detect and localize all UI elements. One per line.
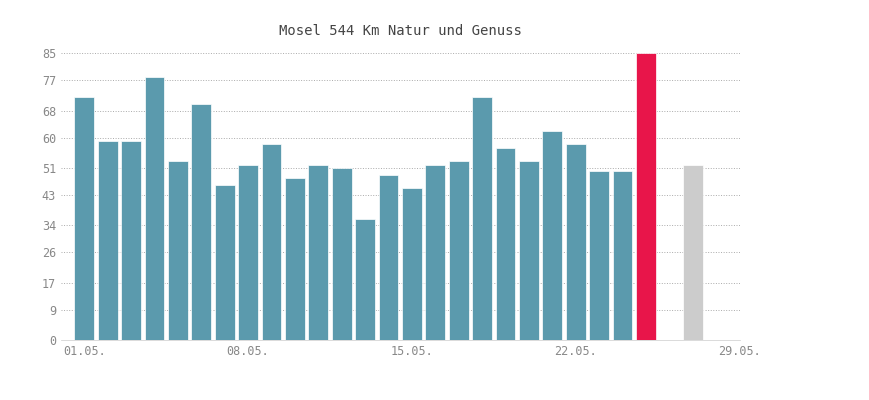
Bar (612, 172, 632, 340)
Bar (168, 161, 188, 340)
Bar (635, 161, 655, 340)
Bar (472, 97, 492, 340)
Text: Mosel 544 Km Natur und Genuss: Mosel 544 Km Natur und Genuss (278, 24, 521, 38)
Bar (425, 165, 445, 340)
Bar (682, 165, 702, 340)
Bar (144, 77, 164, 340)
Bar (519, 161, 538, 340)
Bar (97, 141, 117, 340)
Bar (448, 161, 468, 340)
Bar (355, 219, 375, 340)
Bar (401, 188, 421, 340)
Bar (74, 97, 94, 340)
Bar (121, 141, 141, 340)
Bar (285, 178, 304, 340)
Bar (378, 175, 398, 340)
Bar (215, 185, 235, 340)
Bar (635, 54, 655, 340)
Bar (495, 148, 514, 340)
Bar (191, 104, 211, 340)
Bar (331, 168, 351, 340)
Bar (238, 165, 258, 340)
Bar (308, 165, 328, 340)
Bar (262, 144, 282, 340)
Bar (541, 131, 561, 340)
Bar (588, 172, 608, 340)
Bar (565, 144, 585, 340)
